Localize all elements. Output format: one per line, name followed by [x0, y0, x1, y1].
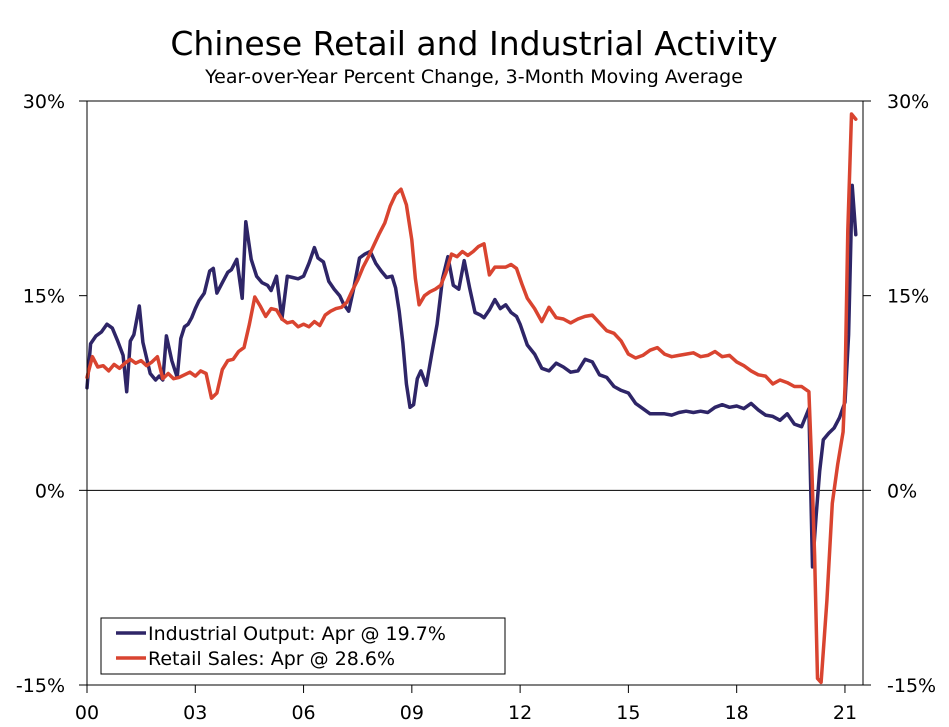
x-tick-label: 09	[400, 702, 424, 724]
x-tick-label: 21	[833, 702, 857, 724]
legend-label-industrial-output: Industrial Output: Apr @ 19.7%	[148, 623, 446, 645]
x-tick-label: 06	[291, 702, 315, 724]
y-tick-label-left: 15%	[23, 286, 65, 308]
legend-box	[100, 617, 506, 675]
y-tick-label-right: 0%	[887, 480, 917, 502]
y-tick-label-left: 0%	[35, 480, 65, 502]
y-tick-label-left: -15%	[16, 675, 65, 697]
y-tick-label-left: 30%	[23, 91, 65, 113]
legend-label-retail-sales: Retail Sales: Apr @ 28.6%	[148, 648, 395, 670]
y-tick-label-right: 15%	[887, 286, 929, 308]
x-tick-label: 15	[616, 702, 640, 724]
tick-labels: 30% 30% 15% 15% 0% 0% -15% -15% 00 03 06 09 12 15 18 21	[16, 91, 936, 724]
x-tick-label: 12	[508, 702, 532, 724]
chart-subtitle: Year-over-Year Percent Change, 3-Month M…	[204, 66, 743, 88]
y-tick-label-right: 30%	[887, 91, 929, 113]
x-tick-label: 03	[183, 702, 207, 724]
legend: Industrial Output: Apr @ 19.7% Retail Sa…	[100, 617, 506, 675]
axes	[86, 100, 864, 686]
x-tick-label: 00	[75, 702, 99, 724]
series-line-retail-sales	[85, 112, 858, 685]
chart-title: Chinese Retail and Industrial Activity	[170, 24, 777, 63]
series-lines	[85, 112, 858, 685]
y-tick-label-right: -15%	[887, 675, 936, 697]
plot-frame	[86, 100, 864, 686]
tick-marks	[79, 100, 871, 693]
series-line-industrial-output	[85, 183, 858, 569]
x-tick-label: 18	[725, 702, 749, 724]
